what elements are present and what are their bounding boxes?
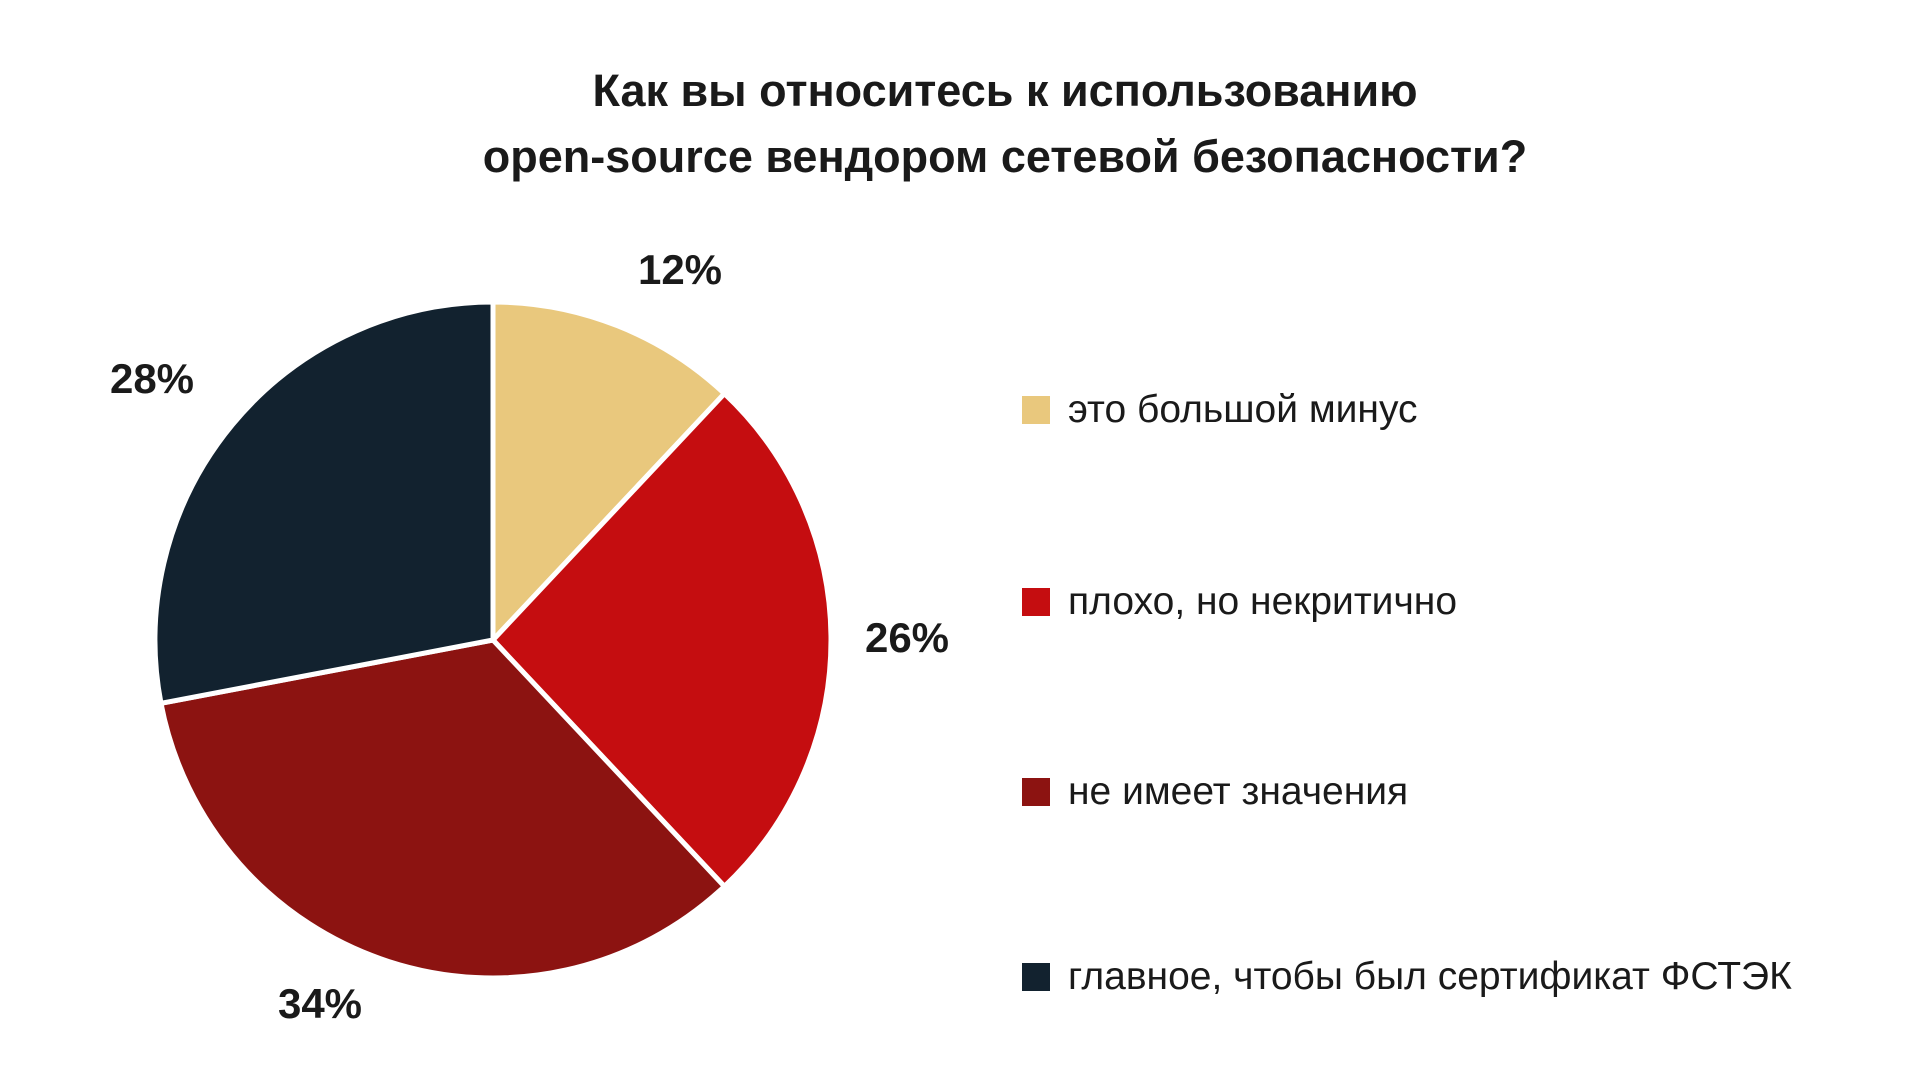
legend-item-0: это большой минус bbox=[1022, 386, 1418, 434]
legend-label-2: не имеет значения bbox=[1068, 770, 1409, 813]
pie-value-label-28: 28% bbox=[109, 355, 195, 402]
chart-title: Как вы относитесь к использованию open-s… bbox=[330, 58, 1680, 190]
pie-value-label-34: 34% bbox=[277, 980, 363, 1027]
pie-chart-svg bbox=[152, 299, 834, 981]
chart-title-line2: open-source вендором сетевой безопасност… bbox=[482, 131, 1528, 182]
pie-slice-0 bbox=[490, 299, 727, 643]
chart-title-line1: Как вы относитесь к использованию bbox=[592, 65, 1418, 116]
legend-marker-darkred-icon bbox=[1022, 778, 1050, 806]
pie-slice-3 bbox=[152, 299, 496, 706]
legend-marker-tan-icon bbox=[1022, 396, 1050, 424]
legend-label-1: плохо, но некритично bbox=[1068, 580, 1458, 623]
pie-value-label-26: 26% bbox=[864, 614, 950, 661]
legend-item-2: не имеет значения bbox=[1022, 768, 1408, 816]
legend-item-1: плохо, но некритично bbox=[1022, 578, 1457, 626]
legend: это большой минус плохо, но некритично н… bbox=[1022, 0, 1902, 1080]
pie-slice-2 bbox=[158, 637, 727, 981]
legend-label-0: это большой минус bbox=[1068, 388, 1418, 431]
pie-value-label-12: 12% bbox=[637, 246, 723, 293]
legend-marker-red-icon bbox=[1022, 588, 1050, 616]
pie-chart bbox=[148, 295, 838, 985]
legend-item-3: главное, чтобы был сертификат ФСТЭК bbox=[1022, 953, 1792, 1001]
pie-slice-1 bbox=[490, 391, 834, 889]
legend-label-3: главное, чтобы был сертификат ФСТЭК bbox=[1068, 955, 1792, 998]
legend-marker-navy-icon bbox=[1022, 963, 1050, 991]
